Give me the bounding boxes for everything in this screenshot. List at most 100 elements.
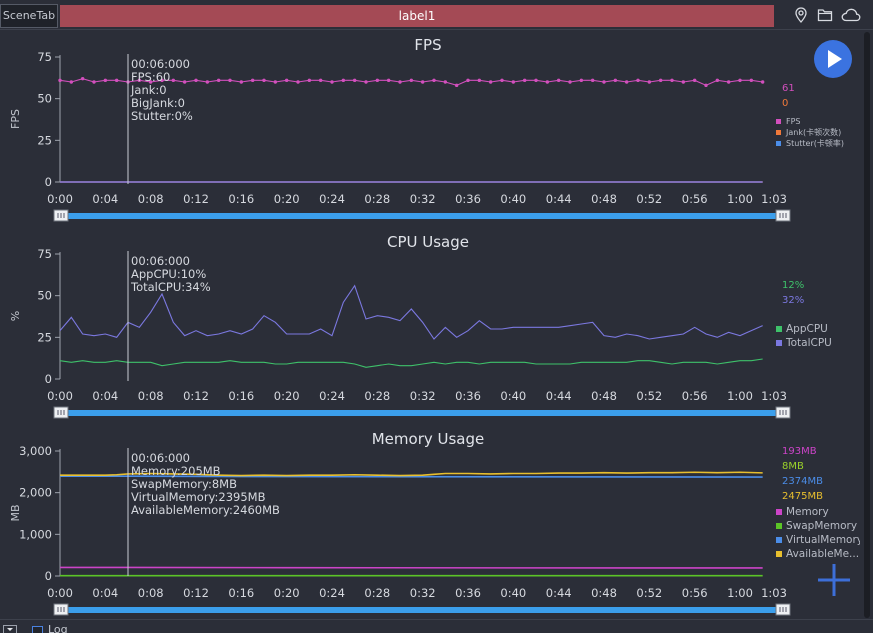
cpu-legend-value: 32% [782, 295, 804, 306]
memory-x-tick-label: 0:48 [591, 586, 617, 600]
cpu-y-tick-label: 75 [37, 247, 52, 261]
cpu-time-slider[interactable] [53, 406, 791, 419]
fps-data-point [352, 78, 357, 83]
fps-data-point [148, 80, 153, 84]
fps-time-slider[interactable] [53, 209, 791, 222]
fps-data-point [624, 80, 629, 84]
cpu-tooltip-line: TotalCPU:34% [130, 280, 211, 294]
fps-data-point [171, 78, 176, 83]
fps-data-point [80, 76, 85, 81]
cloud-icon[interactable] [841, 7, 861, 23]
cpu-x-tick-label: 0:24 [319, 389, 345, 403]
memory-legend-swatch [776, 551, 782, 557]
fps-series [58, 76, 765, 183]
cpu-x-ticks: 0:00 0:04 0:08 0:12 0:16 0:20 0:24 0:28 0:32 0:36… [47, 389, 787, 403]
fps-data-point [216, 78, 221, 83]
fps-data-point [228, 78, 232, 83]
vertical-scrollbar[interactable] [862, 32, 871, 618]
memory-x-ticks: 0:00 0:04 0:08 0:12 0:16 0:20 0:24 0:28 0:32 0:36… [47, 586, 787, 600]
memory-legend: 193MB 8MB 2374MB 2475MB Memory SwapMemory Virt… [776, 446, 860, 560]
play-button[interactable] [814, 40, 852, 78]
fps-legend-label: Jank(卡顿次数) [785, 127, 841, 137]
cpu-legend-value: 12% [782, 280, 804, 291]
memory-series-line [60, 475, 763, 478]
memory-y-tick-label: 3,000 [19, 444, 52, 458]
fps-panel: FPS FPS 75 50 25 0 0:00 0:04 0:08 0:12 0:16 0:20… [0, 32, 860, 229]
cpu-x-tick-label: 0:36 [455, 389, 481, 403]
memory-legend-value: 2475MB [782, 491, 823, 502]
log-label: Log [48, 623, 68, 633]
cpu-tooltip-line: AppCPU:10% [131, 267, 206, 281]
fps-legend-label: Stutter(卡顿率) [786, 138, 844, 148]
cpu-chart-title: CPU Usage [387, 233, 469, 251]
fps-data-point [194, 78, 198, 83]
memory-tooltip-line: 00:06:000 [131, 451, 190, 465]
cpu-slider-handle-right[interactable] [775, 406, 791, 419]
memory-cursor-tooltip: 00:06:000Memory:205MBSwapMemory:8MBVirtu… [131, 451, 280, 517]
fps-data-point [658, 78, 663, 83]
fps-slider-handle-right[interactable] [775, 209, 791, 222]
fps-data-point [692, 78, 697, 83]
fps-slider-handle-left[interactable] [53, 209, 69, 222]
fps-data-point [160, 78, 164, 83]
fps-data-point [341, 78, 346, 83]
cpu-y-ticks: 75 50 25 0 [37, 247, 52, 386]
fps-data-point [590, 78, 595, 83]
memory-legend-swatch [776, 523, 782, 529]
cpu-x-tick-label: 0:52 [636, 389, 662, 403]
folder-icon[interactable] [817, 7, 833, 23]
cpu-x-tick-label: 0:56 [682, 389, 708, 403]
fps-data-point [511, 80, 516, 84]
memory-y-tick-label: 0 [45, 569, 52, 583]
memory-time-slider[interactable] [53, 603, 791, 616]
cpu-x-tick-label: 1:03 [761, 389, 787, 403]
fps-data-point [579, 78, 584, 83]
label-tab[interactable]: label1 [60, 5, 774, 27]
top-icons [790, 7, 870, 25]
fps-data-point [466, 78, 470, 83]
scrollbar-track[interactable] [864, 32, 870, 618]
memory-y-axis-label: MB [9, 504, 22, 521]
memory-x-tick-label: 0:20 [274, 586, 300, 600]
memory-y-tick-label: 1,000 [19, 527, 52, 541]
fps-chart[interactable]: FPS FPS 75 50 25 0 0:00 0:04 0:08 0:12 0:16 0:20… [0, 32, 860, 229]
log-checkbox[interactable] [32, 626, 43, 633]
fps-data-point [69, 80, 74, 84]
fps-data-point [749, 78, 754, 83]
location-pin-icon[interactable] [794, 7, 808, 23]
memory-slider-bar[interactable] [60, 607, 782, 613]
memory-legend-label: VirtualMemory [786, 534, 860, 546]
cpu-slider-bar[interactable] [60, 410, 782, 416]
fps-x-tick-label: 0:44 [546, 192, 572, 206]
scene-tab[interactable]: SceneTab [0, 4, 58, 28]
fps-data-point [602, 80, 606, 84]
memory-slider-handle-right[interactable] [775, 603, 791, 616]
fps-data-point [103, 78, 108, 83]
fps-y-tick-label: 0 [45, 175, 52, 189]
fps-y-tick-label: 50 [37, 92, 52, 106]
fps-legend-value: 0 [782, 98, 788, 109]
fps-slider-bar[interactable] [60, 213, 782, 219]
collapse-toggle[interactable] [3, 625, 17, 633]
fps-data-point [545, 80, 550, 84]
fps-data-point [182, 80, 187, 84]
cpu-tooltip-line: 00:06:000 [131, 254, 190, 268]
memory-legend-value: 193MB [782, 446, 817, 457]
fps-y-tick-label: 25 [37, 133, 52, 147]
memory-x-tick-label: 0:36 [455, 586, 481, 600]
fps-data-point [420, 80, 425, 84]
fps-x-tick-label: 0:04 [92, 192, 118, 206]
memory-legend-swatch [776, 509, 782, 515]
fps-x-tick-label: 0:36 [455, 192, 481, 206]
cpu-slider-handle-left[interactable] [53, 406, 69, 419]
memory-slider-handle-left[interactable] [53, 603, 69, 616]
cpu-chart[interactable]: CPU Usage % 75 50 25 0 0:00 0:04 0:08 0:12 0:16… [0, 229, 860, 426]
cpu-y-tick-label: 25 [37, 330, 52, 344]
memory-legend-value: 8MB [782, 461, 804, 472]
add-button[interactable] [816, 562, 852, 598]
fps-x-ticks: 0:00 0:04 0:08 0:12 0:16 0:20 0:24 0:28 0:32 0:36… [47, 192, 787, 206]
cpu-x-tick-label: 0:04 [92, 389, 118, 403]
fps-x-tick-label: 0:16 [228, 192, 254, 206]
